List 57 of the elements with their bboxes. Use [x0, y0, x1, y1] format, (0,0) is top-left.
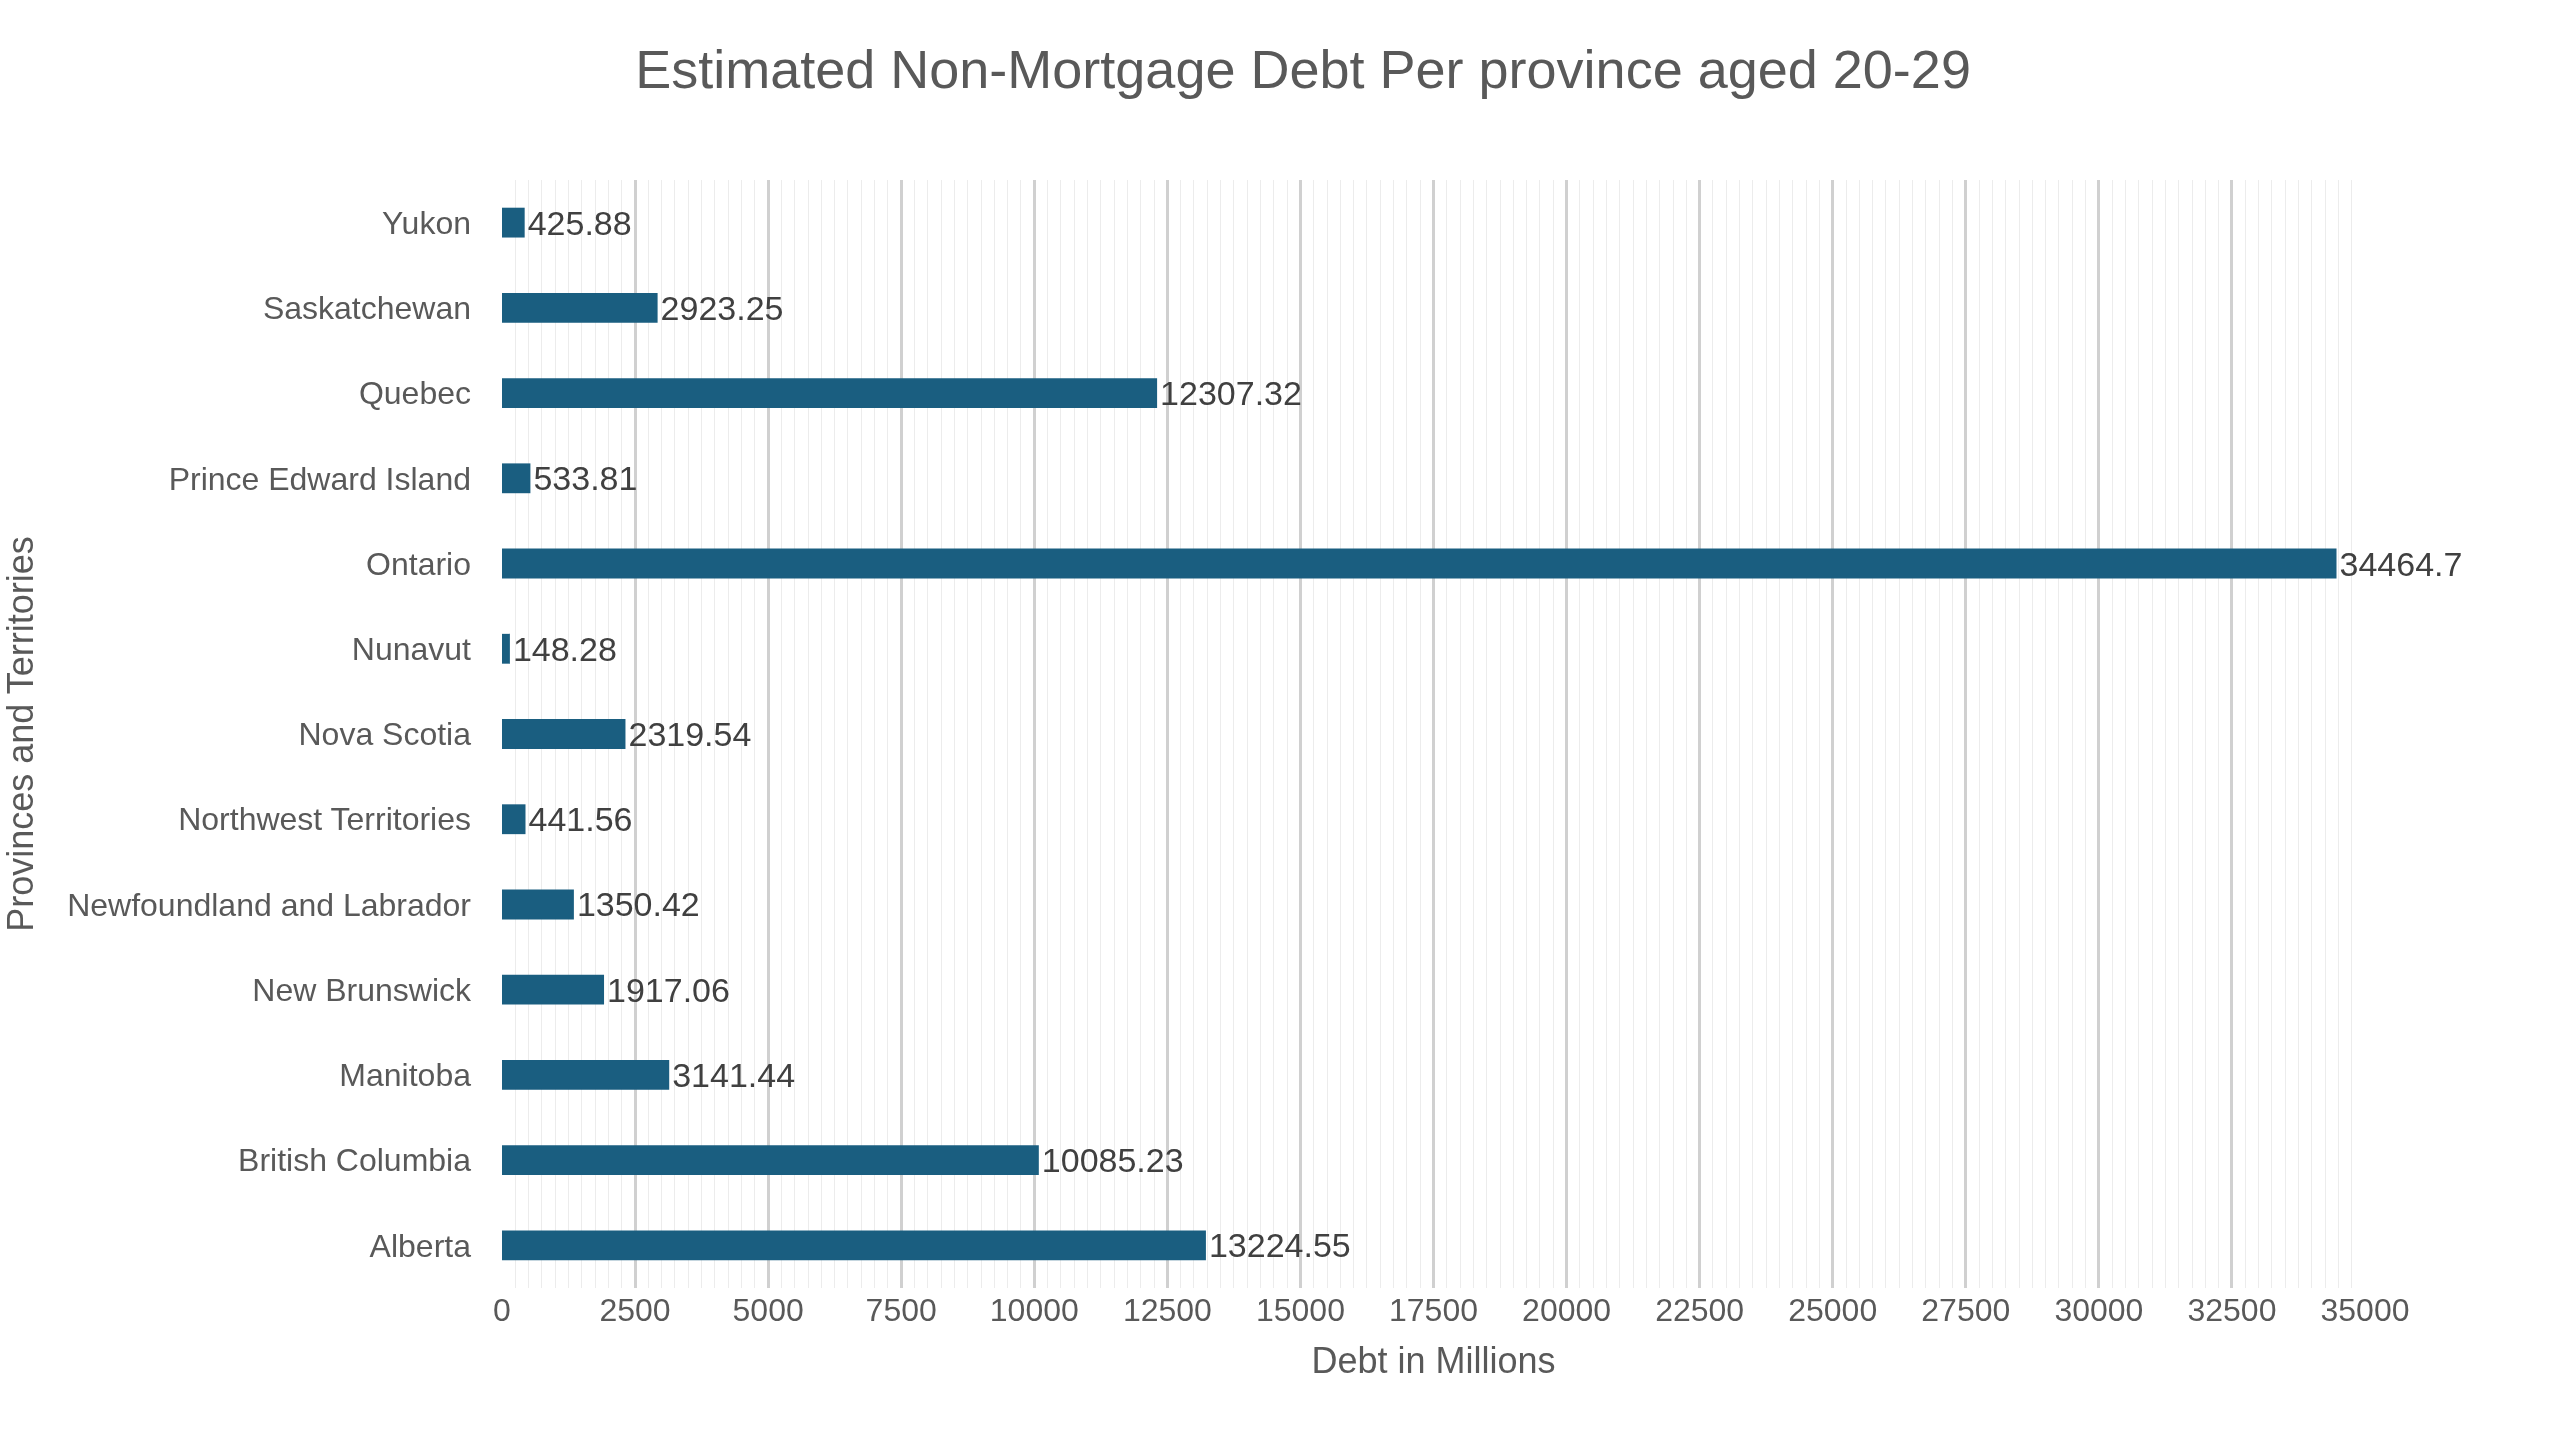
x-tick-label: 10000 [989, 1292, 1079, 1328]
x-tick-label: 27500 [1921, 1292, 2011, 1328]
data-label: 10085.23 [1041, 1141, 1184, 1180]
x-tick-label: 7500 [865, 1292, 937, 1328]
bar [502, 292, 658, 323]
x-tick-label: 35000 [2320, 1292, 2410, 1328]
bar [502, 974, 605, 1005]
y-tick-label: Newfoundland and Labrador [67, 886, 472, 923]
data-label: 1350.42 [576, 885, 700, 924]
y-tick-label: Nova Scotia [298, 716, 472, 753]
x-tick-label: 15000 [1255, 1292, 1345, 1328]
data-label: 2923.25 [660, 288, 784, 327]
bar [502, 548, 2337, 579]
x-tick-label: 22500 [1655, 1292, 1745, 1328]
bar [502, 463, 531, 494]
y-tick-label: Yukon [382, 204, 471, 241]
bar [502, 1145, 1039, 1176]
chart-title: Estimated Non-Mortgage Debt Per province aged 20-29 [635, 39, 1971, 100]
data-label: 2319.54 [628, 715, 752, 753]
data-label: 34464.7 [2339, 544, 2463, 583]
x-tick-label: 25000 [1788, 1292, 1878, 1328]
data-label: 13224.55 [1208, 1226, 1351, 1265]
bar [502, 719, 626, 749]
x-tick-label: 12500 [1122, 1292, 1212, 1328]
data-label: 3141.44 [672, 1055, 796, 1094]
data-label: 533.81 [533, 459, 638, 498]
x-tick-label: 30000 [2054, 1292, 2144, 1328]
y-tick-label: Manitoba [339, 1057, 472, 1094]
data-label: 425.88 [527, 203, 632, 242]
bar [502, 633, 510, 664]
x-tick-label: 2500 [599, 1292, 671, 1328]
bar [502, 804, 526, 835]
y-tick-label: Ontario [366, 545, 471, 582]
y-tick-label: New Brunswick [252, 971, 472, 1008]
x-tick-label: 5000 [732, 1292, 804, 1328]
y-tick-label: Alberta [369, 1227, 472, 1264]
bar [502, 1230, 1206, 1261]
y-tick-label: Prince Edward Island [168, 460, 471, 497]
x-tick-label: 32500 [2187, 1292, 2277, 1328]
bar [502, 378, 1158, 408]
data-label: 12307.32 [1160, 374, 1302, 413]
y-tick-label: British Columbia [238, 1142, 472, 1179]
y-tick-label: Northwest Territories [178, 801, 471, 838]
bar [502, 207, 525, 238]
x-tick-label: 0 [493, 1292, 511, 1328]
y-axis-title: Provinces and Territories [0, 536, 41, 932]
y-tick-label: Quebec [358, 375, 471, 412]
data-label: 1917.06 [607, 970, 730, 1009]
bar [502, 1060, 670, 1090]
y-tick-label: Nunavut [351, 630, 472, 667]
x-tick-label: 17500 [1389, 1292, 1478, 1328]
data-label: 148.28 [512, 629, 617, 668]
data-label: 441.56 [528, 800, 633, 839]
bar [502, 889, 574, 920]
x-tick-label: 20000 [1522, 1292, 1612, 1328]
y-tick-label: Saskatchewan [262, 290, 471, 327]
x-axis-title: Debt in Millions [1311, 1339, 1556, 1381]
